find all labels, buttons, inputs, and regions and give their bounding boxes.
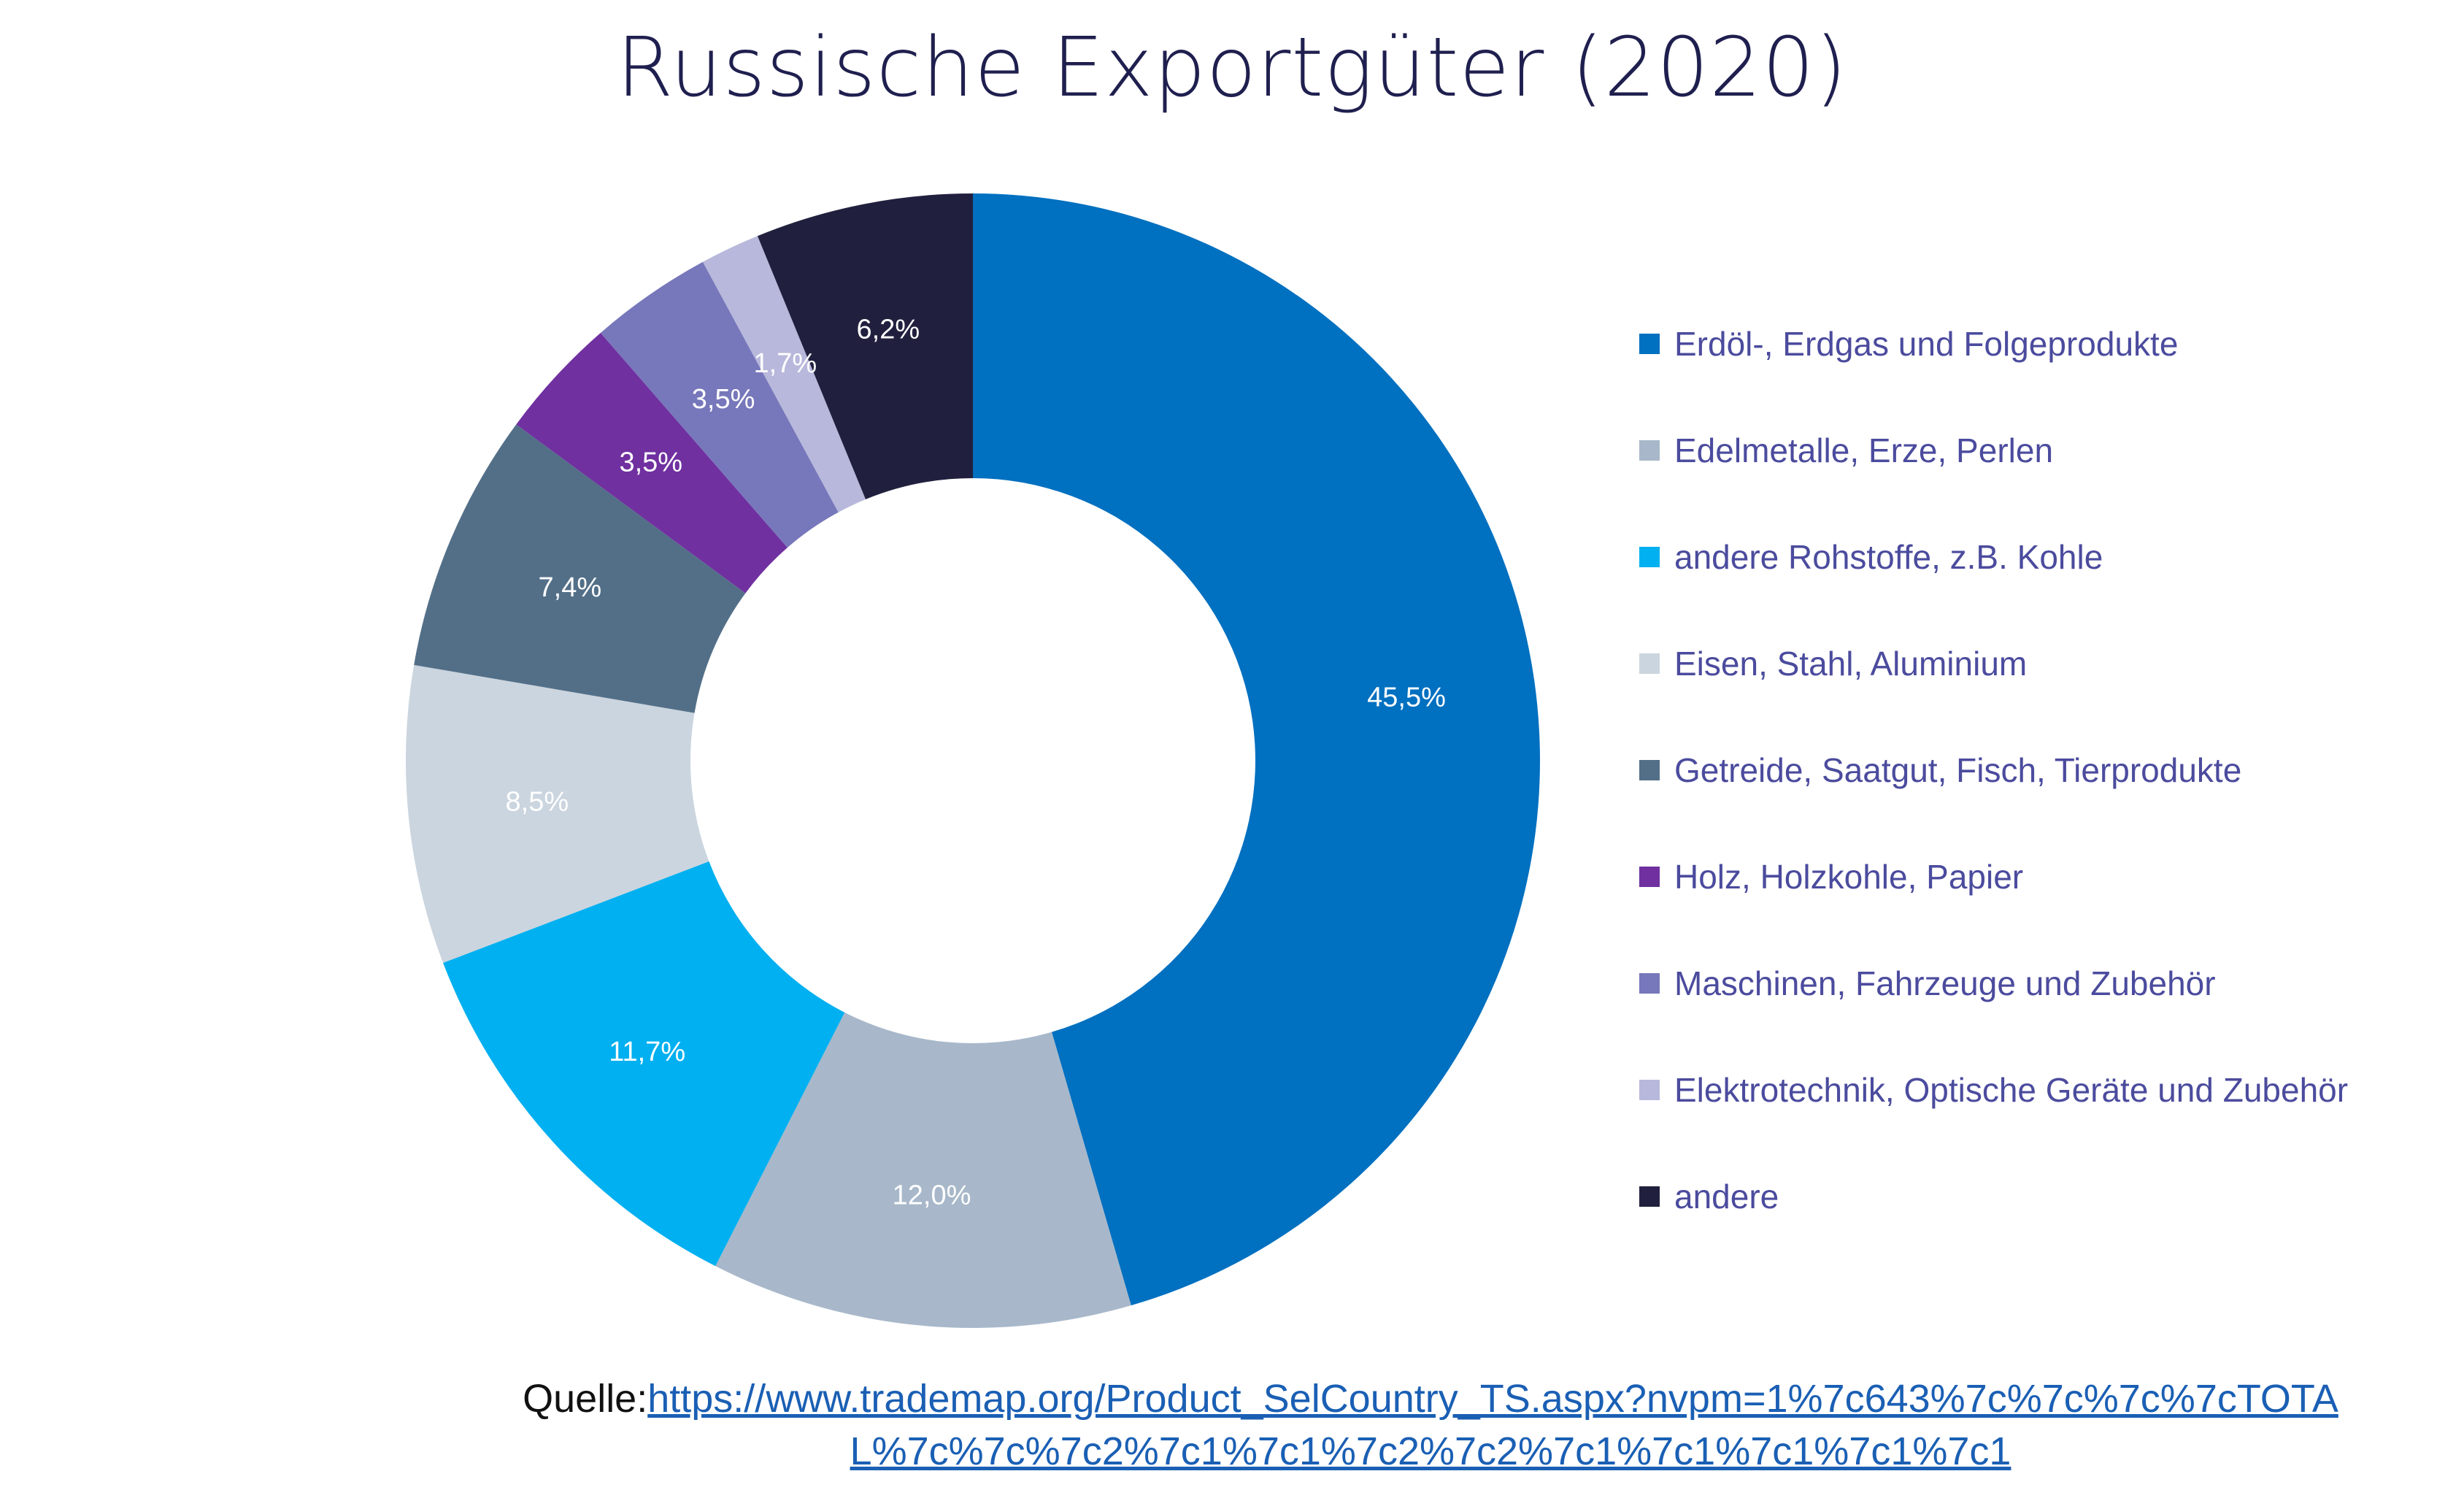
legend-swatch xyxy=(1639,653,1660,674)
donut-slice-2 xyxy=(715,1012,1131,1328)
donut-slice-3 xyxy=(443,861,845,1267)
slice-data-label-4: 8,5% xyxy=(506,786,569,817)
chart-title: Russische Exportgüter (2020) xyxy=(616,20,1848,115)
slice-data-label-3: 11,7% xyxy=(609,1037,685,1067)
legend-swatch xyxy=(1639,1080,1660,1100)
donut-slice-7 xyxy=(600,261,839,548)
legend-item-7: Maschinen, Fahrzeuge und Zubehör xyxy=(1639,930,2348,1037)
slice-data-label-9: 6,2% xyxy=(857,314,920,345)
legend-label: andere Rohstoffe, z.B. Kohle xyxy=(1674,538,2103,576)
legend-label: Elektrotechnik, Optische Geräte und Zube… xyxy=(1674,1071,2349,1109)
donut-slices xyxy=(406,193,1540,1328)
source-prefix: Quelle: xyxy=(523,1377,648,1421)
legend-label: Edelmetalle, Erze, Perlen xyxy=(1674,431,2054,469)
legend-item-5: Getreide, Saatgut, Fisch, Tierprodukte xyxy=(1639,717,2348,823)
donut-slice-4 xyxy=(406,664,709,963)
source-citation: Quelle:https://www.trademap.org/Product_… xyxy=(409,1372,2452,1478)
slice-data-label-6: 3,5% xyxy=(619,447,682,477)
legend-item-9: andere xyxy=(1639,1143,2348,1250)
legend-item-4: Eisen, Stahl, Aluminium xyxy=(1639,610,2348,717)
donut-chart: 45,5% 12,0% 11,7% 8,5% 7,4% 3,5% 3,5% 1,7% 6,2% xyxy=(406,193,1540,1328)
legend-item-3: andere Rohstoffe, z.B. Kohle xyxy=(1639,504,2348,610)
source-link-line2: L%7c%7c%7c2%7c1%7c1%7c2%7c2%7c1%7c1%7c1%… xyxy=(850,1429,2011,1473)
legend-swatch xyxy=(1639,973,1660,994)
legend-swatch xyxy=(1639,547,1660,567)
slice-data-label-5: 7,4% xyxy=(539,572,602,603)
legend-label: Maschinen, Fahrzeuge und Zubehör xyxy=(1674,964,2216,1002)
slice-data-label-7: 3,5% xyxy=(692,384,755,415)
legend-item-2: Edelmetalle, Erze, Perlen xyxy=(1639,397,2348,504)
legend-label: Holz, Holzkohle, Papier xyxy=(1674,858,2024,896)
donut-slice-8 xyxy=(702,236,866,512)
donut-slice-9 xyxy=(757,193,973,499)
donut-slice-labels: 45,5% 12,0% 11,7% 8,5% 7,4% 3,5% 3,5% 1,7% 6,2% xyxy=(506,314,1446,1210)
legend-swatch xyxy=(1639,440,1660,461)
legend-label: andere xyxy=(1674,1178,1779,1216)
chart-legend: Erdöl-, Erdgas und Folgeprodukte Edelmeta… xyxy=(1639,291,2348,1250)
legend-swatch xyxy=(1639,1186,1660,1207)
source-link[interactable]: https://www.trademap.org/Product_SelCoun… xyxy=(647,1377,2338,1473)
legend-item-6: Holz, Holzkohle, Papier xyxy=(1639,823,2348,930)
legend-label: Getreide, Saatgut, Fisch, Tierprodukte xyxy=(1674,751,2242,789)
source-link-line1: https://www.trademap.org/Product_SelCoun… xyxy=(647,1377,2338,1421)
legend-swatch xyxy=(1639,334,1660,354)
legend-item-1: Erdöl-, Erdgas und Folgeprodukte xyxy=(1639,291,2348,397)
donut-slice-5 xyxy=(414,424,746,713)
donut-slice-6 xyxy=(516,332,788,594)
donut-slice-1 xyxy=(973,193,1540,1306)
slice-data-label-8: 1,7% xyxy=(754,348,817,379)
legend-swatch xyxy=(1639,867,1660,887)
legend-item-8: Elektrotechnik, Optische Geräte und Zube… xyxy=(1639,1037,2348,1143)
legend-label: Erdöl-, Erdgas und Folgeprodukte xyxy=(1674,325,2179,363)
legend-swatch xyxy=(1639,760,1660,780)
slice-data-label-1: 45,5% xyxy=(1367,682,1446,713)
legend-label: Eisen, Stahl, Aluminium xyxy=(1674,645,2028,683)
slice-data-label-2: 12,0% xyxy=(893,1180,971,1210)
